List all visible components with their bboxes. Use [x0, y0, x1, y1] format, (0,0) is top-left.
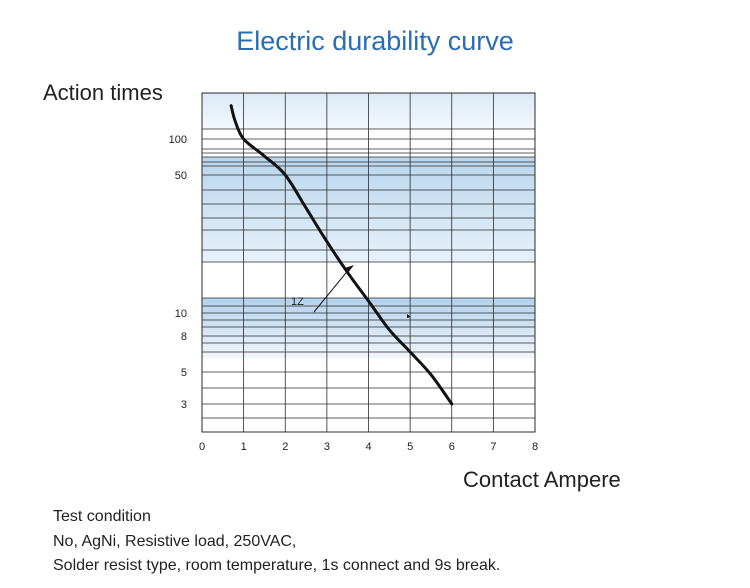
x-tick-label: 8: [532, 441, 538, 453]
annotation-pointer: [313, 267, 351, 313]
x-tick-label: 0: [199, 441, 205, 453]
y-tick-label: 10: [175, 308, 187, 320]
tick-labels: 0 1 2 3 4 5 6 7 8 100 50 10 8 5 3: [169, 134, 538, 453]
x-tick-label: 2: [282, 441, 288, 453]
y-tick-label: 5: [181, 367, 187, 379]
x-axis-label: Contact Ampere: [463, 467, 621, 492]
tick-mark-glyph: [407, 314, 411, 318]
series-line-1z: [229, 104, 454, 406]
y-tick-label: 8: [181, 331, 187, 343]
x-tick-label: 1: [241, 441, 247, 453]
series-annotation-label: 1Z: [291, 296, 304, 308]
test-condition-line-1: No, AgNi, Resistive load, 250VAC,: [53, 533, 297, 550]
x-tick-label: 3: [324, 441, 330, 453]
y-tick-label: 50: [175, 170, 187, 182]
chart-title: Electric durability curve: [236, 26, 514, 56]
plot-frame: [201, 92, 536, 433]
x-tick-label: 4: [365, 441, 371, 453]
y-tick-label: 100: [169, 134, 187, 146]
test-condition-heading: Test condition: [53, 508, 151, 525]
grid: [201, 92, 536, 433]
test-condition-line-2: Solder resist type, room temperature, 1s…: [53, 557, 501, 574]
y-tick-label: 3: [181, 399, 187, 411]
x-tick-label: 6: [449, 441, 455, 453]
x-tick-label: 5: [407, 441, 413, 453]
annotation-arrowhead: [344, 265, 354, 274]
y-axis-label: Action times: [43, 80, 163, 105]
x-tick-label: 7: [490, 441, 496, 453]
series-layer: 1Z: [229, 104, 454, 406]
